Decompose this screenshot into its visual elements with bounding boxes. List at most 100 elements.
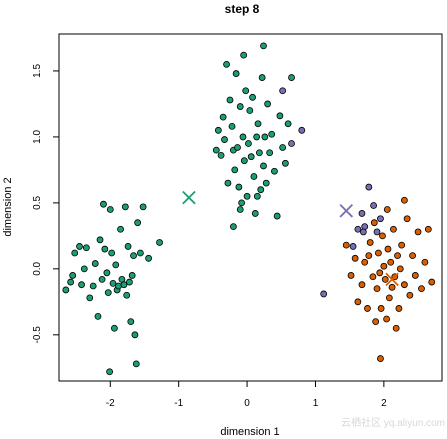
data-point	[223, 60, 230, 68]
data-point	[396, 265, 404, 273]
data-point	[136, 249, 144, 257]
centroid-marker	[385, 272, 399, 287]
data-point	[115, 282, 122, 290]
data-point	[100, 200, 107, 208]
data-point	[347, 272, 355, 279]
data-point	[281, 159, 289, 167]
data-point	[230, 223, 237, 231]
data-point	[82, 244, 90, 252]
data-point	[127, 318, 135, 326]
data-point	[377, 305, 385, 312]
data-point	[255, 149, 263, 157]
data-point	[288, 74, 295, 81]
data-point	[89, 282, 97, 290]
data-point	[245, 140, 252, 147]
data-point	[254, 120, 262, 128]
data-point	[258, 74, 266, 81]
data-point	[217, 151, 225, 159]
data-point	[117, 225, 124, 233]
data-point	[236, 103, 244, 110]
data-point	[358, 281, 366, 289]
data-point	[361, 258, 369, 266]
centroid-marker	[182, 190, 196, 205]
data-point	[395, 305, 403, 312]
data-point	[369, 273, 377, 281]
data-point	[86, 294, 94, 302]
data-point	[234, 144, 241, 151]
data-point	[409, 252, 416, 260]
data-point	[123, 291, 131, 299]
chart-title: step 8	[225, 2, 260, 16]
data-point	[260, 162, 267, 170]
data-point	[406, 291, 414, 299]
data-point	[428, 278, 436, 286]
data-point	[320, 290, 328, 298]
data-point	[103, 269, 111, 277]
x-tick-label: 1	[313, 398, 319, 409]
data-point	[414, 228, 422, 236]
data-point	[214, 126, 222, 134]
data-point	[132, 360, 140, 368]
centroids	[182, 190, 399, 287]
data-point	[351, 254, 359, 262]
data-point	[240, 51, 248, 59]
data-point	[383, 315, 391, 323]
data-point	[240, 157, 248, 165]
data-point	[262, 179, 270, 187]
data-point	[91, 260, 99, 267]
data-point	[71, 249, 79, 257]
data-point	[288, 140, 295, 147]
data-point	[366, 239, 374, 246]
data-point	[156, 239, 163, 246]
data-point	[364, 305, 371, 312]
data-point	[264, 100, 271, 108]
data-point	[109, 279, 117, 287]
data-point	[279, 87, 287, 95]
data-point	[376, 269, 384, 277]
x-axis-label: dimension 1	[220, 426, 279, 438]
data-point	[261, 133, 269, 141]
data-point	[266, 149, 274, 157]
data-point	[96, 236, 104, 244]
data-point	[120, 281, 128, 289]
data-point	[365, 252, 373, 260]
data-point	[411, 272, 419, 279]
data-point	[242, 87, 250, 95]
data-point	[400, 196, 408, 204]
y-axis: -0.5 0.0 0.5 1.0 1.5	[32, 64, 59, 343]
data-point	[221, 136, 228, 143]
data-point	[124, 243, 132, 250]
data-point	[139, 203, 147, 211]
data-point	[273, 212, 281, 220]
data-point	[121, 203, 129, 211]
data-point	[374, 249, 382, 257]
data-point	[224, 179, 232, 187]
data-point	[373, 228, 381, 236]
data-point	[238, 199, 246, 207]
data-point	[284, 120, 292, 128]
data-point	[249, 93, 256, 101]
data-point	[106, 368, 114, 376]
data-point	[400, 281, 408, 289]
data-point	[354, 298, 362, 306]
data-point	[231, 166, 239, 174]
data-point	[359, 228, 367, 236]
data-point	[390, 225, 397, 233]
data-point	[373, 285, 381, 293]
data-point	[279, 144, 287, 151]
data-point	[78, 281, 85, 289]
data-point	[365, 183, 373, 191]
data-point	[424, 225, 432, 233]
data-point	[342, 241, 350, 249]
data-point	[108, 249, 116, 257]
data-point	[128, 272, 136, 279]
centroid-marker	[339, 204, 354, 218]
data-point	[131, 331, 139, 339]
data-points	[62, 42, 436, 376]
y-tick-label: 1.0	[32, 130, 43, 144]
data-point	[62, 286, 70, 294]
data-point	[247, 153, 255, 161]
data-point	[377, 215, 384, 223]
data-point	[110, 324, 118, 332]
